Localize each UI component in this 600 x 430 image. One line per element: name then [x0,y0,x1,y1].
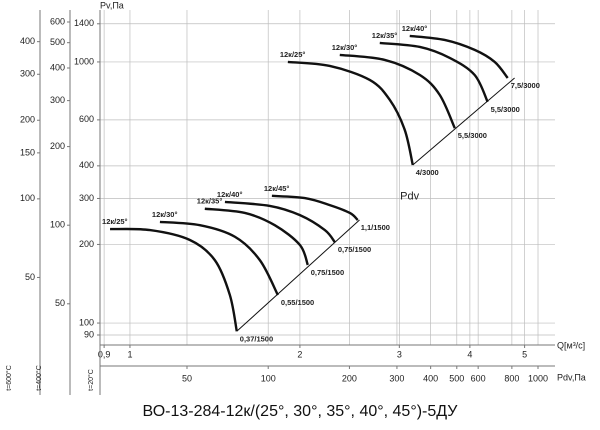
curve-end-label: 5,5/3000 [491,105,520,114]
x2-tick-label: 100 [261,373,276,383]
curve-label: 12к/45° [264,184,290,193]
extra-y-tick-label: 600 [50,16,65,26]
curve [339,53,456,129]
curve [271,194,359,221]
x-tick-label: 4 [467,349,472,359]
x2-tick-label: 600 [471,373,486,383]
extra-y-tick-label: 200 [20,115,35,125]
x2-tick-label: 800 [504,373,519,383]
x2-tick-label: 500 [449,373,464,383]
extra-y-tick-label: 300 [20,69,35,79]
curve-label: 12к/35° [197,197,223,206]
y-tick-label: 300 [79,193,94,203]
chart-title: ВО-13-284-12к/(25°, 30°, 35°, 40°, 45°)-… [143,403,459,420]
extra-y-tick-label: 50 [25,272,35,282]
x-tick-label: 0,9 [98,349,111,359]
curve-label: 12к/40° [217,190,243,199]
extra-y-tick-label: 50 [55,298,65,308]
x-tick-label: 2 [297,349,302,359]
curve-label: 12к/25° [280,50,306,59]
curve-end-label: 0,37/1500 [240,334,273,343]
curve [287,60,414,166]
x2-tick-label: 400 [423,373,438,383]
x2-axis-title: Pdv,Па [557,372,586,382]
extra-y-axis-title: t=400°C [35,365,43,391]
y-tick-label: 1400 [74,18,94,28]
curve [204,207,309,266]
curve-end-label: 0,75/1500 [338,245,371,254]
curve [409,34,509,79]
y-tick-label: 90 [84,329,94,339]
curve-label: 12к/30° [152,210,178,219]
y-axis-subtitle: t=20°C [87,369,95,391]
curve [110,227,238,332]
curve-end-label: 7,5/3000 [511,81,540,90]
y-tick-label: 400 [79,160,94,170]
x2-tick-label: 1000 [528,373,548,383]
x-tick-label: 5 [522,349,527,359]
extra-y-tick-label: 300 [50,95,65,105]
x2-tick-label: 200 [342,373,357,383]
x-tick-label: 1 [127,349,132,359]
extra-y-tick-label: 100 [20,193,35,203]
curve-end-label: 5,5/3000 [458,131,487,140]
extra-y-tick-label: 200 [50,141,65,151]
curve-end-label: 0,55/1500 [281,298,314,307]
curve [224,200,336,243]
extra-y-tick-label: 400 [20,36,35,46]
curve-label: 12к/40° [402,24,428,33]
y-tick-label: 200 [79,239,94,249]
extra-y-tick-label: 150 [20,147,35,157]
extra-y-tick-label: 400 [50,62,65,72]
y-tick-label: 100 [79,317,94,327]
curve [159,220,279,296]
x2-tick-label: 50 [182,373,192,383]
y-tick-label: 1000 [74,56,94,66]
curve-label: 12к/35° [372,31,398,40]
y-tick-label: 600 [79,114,94,124]
curve-end-label: 1,1/1500 [361,223,390,232]
pdv-line [236,219,360,332]
curve-label: 12к/30° [332,43,358,52]
extra-y-axis-title: t=600°C [5,365,13,391]
curve-end-label: 0,75/1500 [311,268,344,277]
x2-tick-label: 300 [389,373,404,383]
curve-label: 12к/25° [102,217,128,226]
extra-y-tick-label: 500 [50,37,65,47]
curve-end-label: 4/3000 [416,168,439,177]
curve [379,41,489,103]
x-tick-label: 3 [397,349,402,359]
x-axis-title: Q[м³/с] [557,340,585,350]
pdv-label: Pdv [400,190,419,202]
extra-y-tick-label: 100 [50,220,65,230]
y-axis-title: Pv,Па [100,0,124,10]
pdv-line [412,77,515,166]
